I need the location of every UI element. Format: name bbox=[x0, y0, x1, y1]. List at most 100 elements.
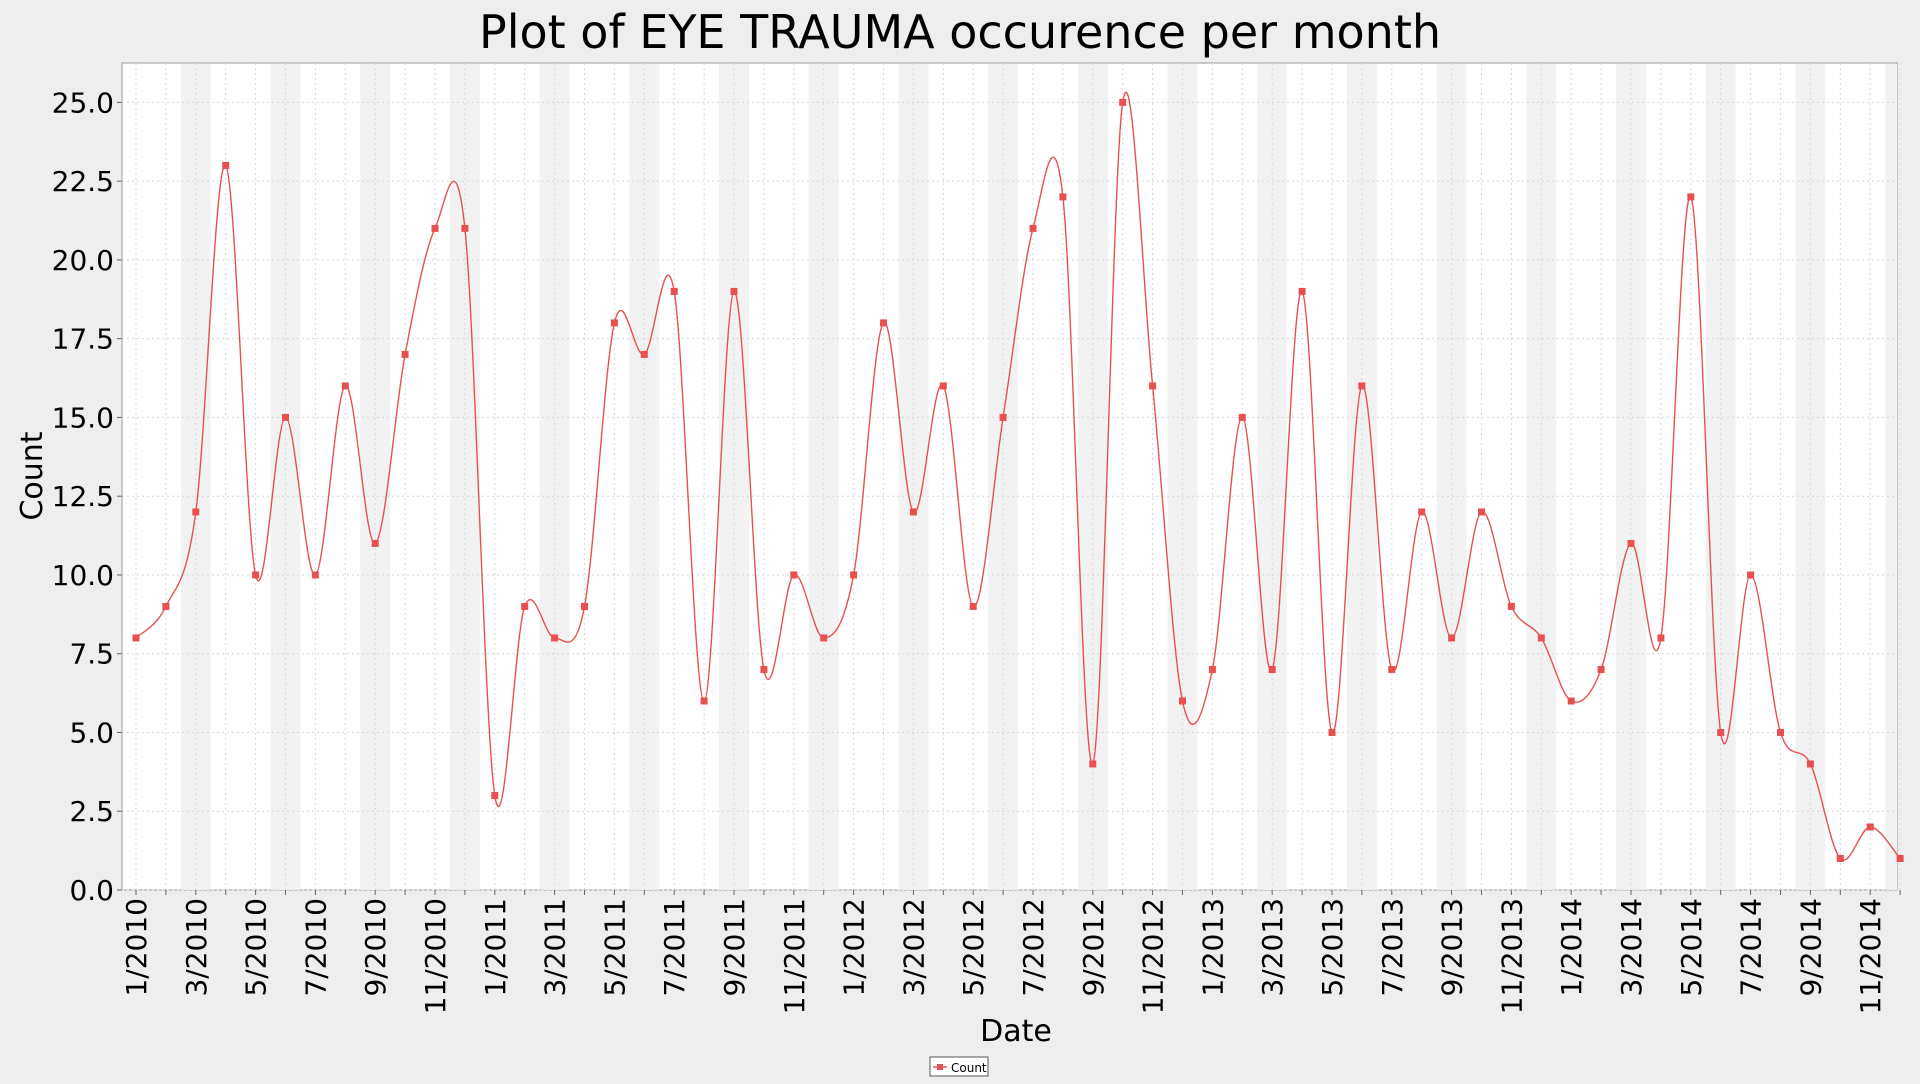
data-point bbox=[1149, 382, 1157, 390]
data-point bbox=[1388, 665, 1396, 673]
x-tick-label: 1/2013 bbox=[1196, 898, 1229, 997]
data-point bbox=[491, 791, 499, 799]
x-tick-label: 3/2010 bbox=[180, 898, 213, 997]
data-point bbox=[581, 602, 588, 610]
y-tick-label: 15.0 bbox=[52, 401, 114, 434]
chart-title: Plot of EYE TRAUMA occurence per month bbox=[479, 5, 1441, 59]
x-tick-label: 11/2012 bbox=[1137, 898, 1170, 1014]
data-point bbox=[1208, 665, 1216, 673]
data-point bbox=[1777, 728, 1784, 736]
y-tick-label: 10.0 bbox=[52, 559, 114, 592]
y-tick-label: 17.5 bbox=[52, 323, 114, 356]
data-point bbox=[311, 571, 319, 579]
data-point bbox=[192, 508, 200, 516]
x-tick-label: 5/2011 bbox=[598, 898, 631, 997]
y-tick-label: 7.5 bbox=[69, 638, 114, 671]
month-band bbox=[1167, 64, 1198, 890]
data-point bbox=[1179, 697, 1186, 705]
data-point bbox=[1657, 634, 1665, 642]
x-tick-label: 7/2011 bbox=[658, 898, 691, 997]
y-tick-label: 12.5 bbox=[52, 480, 114, 513]
data-point bbox=[820, 634, 828, 642]
x-tick-label: 5/2012 bbox=[957, 898, 990, 997]
data-point bbox=[850, 571, 858, 579]
month-band bbox=[539, 64, 570, 890]
x-tick-label: 1/2014 bbox=[1555, 898, 1588, 997]
month-band bbox=[449, 64, 480, 890]
data-point bbox=[162, 602, 170, 610]
data-point bbox=[999, 413, 1007, 421]
month-band bbox=[988, 64, 1019, 890]
data-point bbox=[1328, 728, 1336, 736]
data-point bbox=[1029, 224, 1037, 232]
y-tick-label: 5.0 bbox=[69, 716, 114, 749]
data-point bbox=[1298, 287, 1306, 295]
data-point bbox=[1478, 508, 1485, 516]
data-point bbox=[1418, 508, 1426, 516]
data-point bbox=[790, 571, 798, 579]
month-band bbox=[180, 64, 211, 890]
x-tick-label: 11/2013 bbox=[1495, 898, 1528, 1014]
x-tick-label: 5/2010 bbox=[240, 898, 273, 997]
legend-marker bbox=[937, 1064, 943, 1070]
data-point bbox=[1806, 760, 1814, 768]
data-point bbox=[1567, 697, 1575, 705]
y-axis-label: Count bbox=[15, 431, 50, 520]
month-band bbox=[1795, 64, 1826, 890]
x-tick-label: 7/2010 bbox=[299, 898, 332, 997]
data-point bbox=[640, 350, 648, 358]
data-point bbox=[1537, 634, 1545, 642]
x-tick-label: 11/2011 bbox=[778, 898, 811, 1014]
data-point bbox=[1866, 823, 1874, 831]
data-point bbox=[1747, 571, 1755, 579]
x-tick-label: 9/2014 bbox=[1794, 898, 1827, 997]
data-point bbox=[431, 224, 439, 232]
alternating-month-bands bbox=[180, 64, 1897, 890]
month-band bbox=[629, 64, 660, 890]
y-axis-ticks: 0.0 2.5 5.0 7.5 10.0 12.5 15.0 17.5 20.0 22.5 25.0 bbox=[52, 86, 122, 907]
month-band bbox=[270, 64, 301, 890]
month-band bbox=[808, 64, 839, 890]
data-point bbox=[760, 665, 768, 673]
legend-box bbox=[929, 1056, 989, 1077]
x-tick-label: 1/2011 bbox=[479, 898, 512, 997]
x-tick-label: 11/2014 bbox=[1854, 898, 1887, 1014]
data-point bbox=[1358, 382, 1366, 390]
x-tick-label: 3/2013 bbox=[1256, 898, 1289, 997]
data-point bbox=[401, 350, 409, 358]
month-band bbox=[1616, 64, 1646, 890]
data-point bbox=[700, 697, 708, 705]
month-band bbox=[1436, 64, 1467, 890]
data-point bbox=[252, 571, 260, 579]
data-point bbox=[1059, 193, 1067, 201]
data-point bbox=[670, 287, 678, 295]
data-point bbox=[282, 413, 289, 421]
data-point bbox=[551, 634, 559, 642]
y-tick-label: 25.0 bbox=[52, 86, 114, 119]
x-tick-label: 3/2011 bbox=[539, 898, 572, 997]
month-band bbox=[1526, 64, 1557, 890]
legend: Count bbox=[929, 1056, 989, 1077]
data-point bbox=[1448, 634, 1456, 642]
x-tick-label: 5/2014 bbox=[1675, 898, 1708, 997]
month-band bbox=[1077, 64, 1108, 890]
data-point bbox=[1836, 854, 1844, 862]
x-tick-label: 9/2013 bbox=[1436, 898, 1469, 997]
x-tick-label: 1/2012 bbox=[838, 898, 871, 997]
data-point bbox=[132, 634, 140, 642]
data-point bbox=[610, 319, 618, 327]
x-tick-label: 9/2010 bbox=[359, 898, 392, 997]
x-tick-label: 1/2010 bbox=[120, 898, 153, 997]
grid-lines bbox=[122, 63, 1901, 891]
data-point bbox=[880, 319, 887, 327]
data-point bbox=[730, 287, 738, 295]
x-tick-label: 9/2012 bbox=[1077, 898, 1110, 997]
x-tick-label: 9/2011 bbox=[718, 898, 751, 997]
data-point bbox=[1896, 854, 1904, 862]
month-band bbox=[1885, 64, 1897, 890]
data-point bbox=[1268, 665, 1276, 673]
x-tick-label: 5/2013 bbox=[1316, 898, 1349, 997]
month-band bbox=[719, 64, 749, 890]
